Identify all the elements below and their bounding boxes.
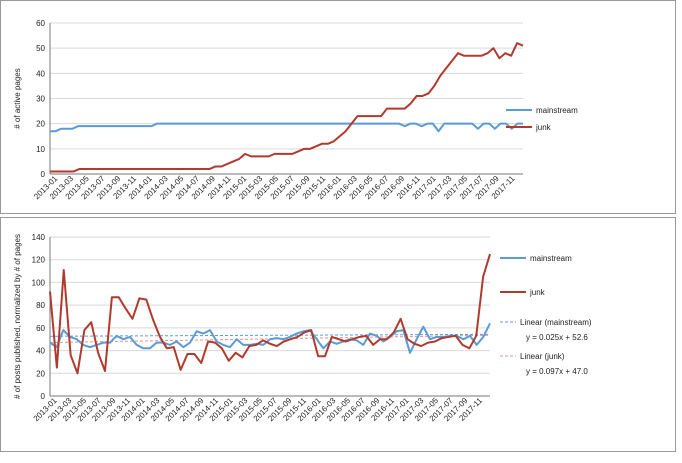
y-tick-label: 40 bbox=[36, 347, 45, 356]
y-tick-label: 60 bbox=[36, 19, 45, 28]
y-tick-label: 10 bbox=[36, 145, 45, 154]
bottom-chart-panel bbox=[0, 217, 676, 452]
y-tick-label: 80 bbox=[36, 301, 45, 310]
y-tick-label: 0 bbox=[41, 392, 46, 401]
series-line-mainstream bbox=[49, 322, 491, 354]
legend-label-mainstream: mainstream bbox=[536, 106, 578, 115]
y-tick-label: 30 bbox=[36, 95, 45, 104]
y-tick-label: 100 bbox=[32, 278, 46, 287]
legend-label-junk: junk bbox=[529, 288, 546, 297]
y-tick-label: 50 bbox=[36, 44, 45, 53]
series-line-junk bbox=[49, 253, 491, 375]
y-tick-label: 20 bbox=[36, 369, 45, 378]
y-axis-label: # of active pages bbox=[13, 68, 22, 128]
y-tick-label: 0 bbox=[41, 170, 46, 179]
y-tick-label: 40 bbox=[36, 69, 45, 78]
y-tick-label: 60 bbox=[36, 324, 45, 333]
legend-label-junk: junk bbox=[535, 123, 552, 132]
y-tick-label: 120 bbox=[32, 256, 46, 265]
series-line-junk bbox=[50, 42, 524, 173]
legend-label-mainstream: mainstream bbox=[530, 254, 572, 263]
y-tick-label: 20 bbox=[36, 120, 45, 129]
trendline-equation-1: y = 0.097x + 47.0 bbox=[526, 367, 588, 376]
y-tick-label: 140 bbox=[32, 233, 46, 242]
series-line-mainstream bbox=[50, 122, 523, 133]
legend-label-trendline-0: Linear (mainstream) bbox=[520, 318, 592, 327]
legend-label-trendline-1: Linear (junk) bbox=[520, 352, 565, 361]
trendline-0 bbox=[49, 333, 491, 337]
trendline-equation-0: y = 0.025x + 52.6 bbox=[526, 333, 588, 342]
top-chart-panel bbox=[0, 0, 676, 214]
y-axis-label: # of posts published, normalized by # of… bbox=[13, 234, 22, 399]
